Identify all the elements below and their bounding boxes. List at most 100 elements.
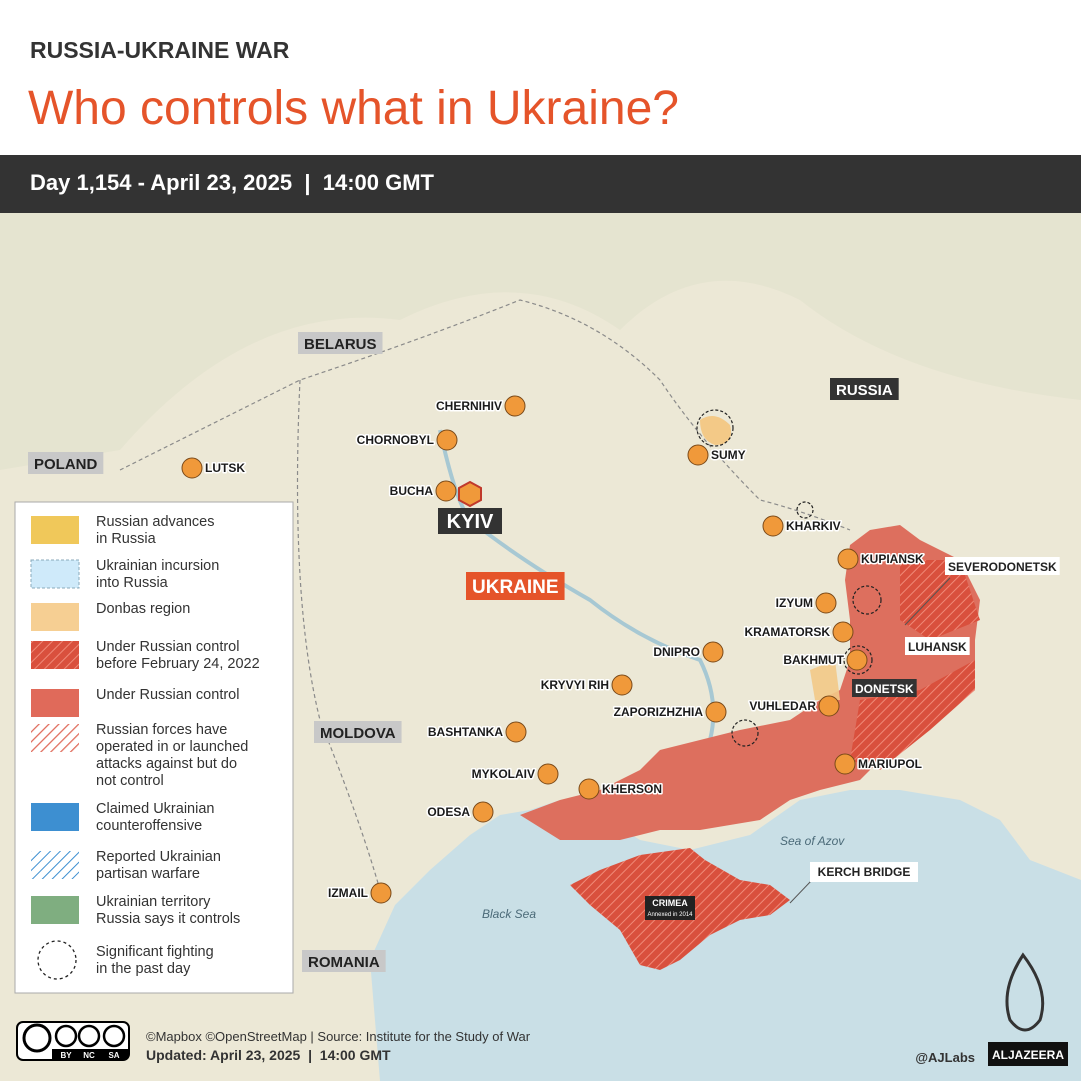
legend-label: partisan warfare — [96, 866, 200, 882]
country-tag — [466, 572, 565, 600]
country-label: POLAND — [34, 456, 98, 473]
title: Who controls what in Ukraine? — [28, 82, 679, 135]
kerch-leader — [789, 879, 813, 904]
country-labels: BELARUS RUSSIA POLAND UKRAINE MOLDOVA ROMANIA — [28, 332, 899, 972]
terrain — [0, 213, 1081, 470]
city-marker — [837, 548, 859, 570]
city-marker — [505, 721, 527, 743]
legend-swatch — [30, 559, 80, 589]
legend-label: Ukrainian incursion — [96, 558, 219, 574]
city-label: BUCHA — [390, 484, 434, 498]
credits: ©Mapbox ©OpenStreetMap | Source: Institu… — [146, 1029, 531, 1044]
sa-icon — [102, 1024, 126, 1048]
city-marker — [762, 515, 784, 537]
city-label: LUHANSK — [908, 640, 967, 654]
legend-swatch — [31, 516, 79, 544]
sea-label: Sea of Azov — [780, 834, 845, 848]
country-tag — [830, 378, 899, 400]
legend-swatch — [31, 851, 79, 879]
license: BY — [60, 1051, 72, 1060]
city-label: BASHTANKA — [428, 725, 503, 739]
city-tag — [905, 637, 970, 655]
city-marker — [815, 592, 837, 614]
legend-label: Reported Ukrainian — [96, 849, 221, 865]
city-marker — [370, 882, 392, 904]
legend-label: Russian advances — [96, 514, 215, 530]
city-marker — [832, 621, 854, 643]
date-text: Day 1,154 - April 23, 2025 | 14:00 GMT — [30, 170, 435, 195]
legend-label: counteroffensive — [96, 818, 202, 834]
city-label: BAKHMUT — [783, 653, 844, 667]
handle: @AJLabs — [915, 1050, 975, 1065]
legend-label: Donbas region — [96, 601, 190, 617]
city-label: SUMY — [711, 448, 746, 462]
legend-swatch — [31, 896, 79, 924]
country-label: RUSSIA — [836, 382, 893, 399]
city-label: CHORNOBYL — [357, 433, 434, 447]
legend-swatch — [31, 724, 79, 752]
city-label: IZMAIL — [328, 886, 368, 900]
cc-icon — [22, 1023, 52, 1053]
city-marker — [435, 480, 457, 502]
city-marker — [846, 649, 868, 671]
logo: ALJAZEERA — [992, 1048, 1064, 1062]
city-label: DNIPRO — [653, 645, 700, 659]
kerch-label: KERCH BRIDGE — [818, 865, 911, 879]
legend-label: before February 24, 2022 — [96, 656, 260, 672]
country-label: ROMANIA — [308, 954, 380, 971]
legend-label: in the past day — [96, 961, 191, 977]
country-label: BELARUS — [304, 336, 377, 353]
legend-swatch — [31, 641, 79, 669]
legend-label: Claimed Ukrainian — [96, 801, 214, 817]
city-marker — [504, 395, 526, 417]
city-label: MARIUPOL — [858, 757, 922, 771]
city-marker — [181, 457, 203, 479]
city-marker — [537, 763, 559, 785]
sea-label: Black Sea — [482, 907, 536, 921]
city-tag — [852, 679, 917, 697]
legend-label: Russian forces have — [96, 722, 227, 738]
city-marker — [578, 778, 600, 800]
legend-label: Russia says it controls — [96, 911, 240, 927]
legend-label: Significant fighting — [96, 944, 214, 960]
header-bg — [0, 0, 1081, 155]
legend-swatch — [37, 940, 77, 980]
fighting-circle — [843, 645, 873, 675]
city-marker — [472, 801, 494, 823]
city-marker — [436, 429, 458, 451]
legend-label: in Russia — [96, 531, 157, 547]
city-label: VUHLEDAR — [749, 699, 816, 713]
legend-label: Under Russian control — [96, 687, 239, 703]
country-label: MOLDOVA — [320, 725, 396, 742]
city-label: CHERNIHIV — [436, 399, 502, 413]
city-label: KHARKIV — [786, 519, 841, 533]
country-tag — [298, 332, 383, 354]
crimea-tag — [645, 896, 695, 920]
city-marker — [702, 641, 724, 663]
legend-label: into Russia — [96, 575, 169, 591]
city-label: LUTSK — [205, 461, 245, 475]
capital-tag — [438, 508, 502, 534]
city-label: MYKOLAIV — [472, 767, 535, 781]
donbas-advance — [700, 416, 731, 445]
city-label: IZYUM — [776, 596, 813, 610]
fighting-markers — [696, 409, 882, 747]
border — [119, 299, 851, 891]
crimea-note: Annexed in 2014 — [647, 912, 693, 918]
city-label: DONETSK — [855, 682, 914, 696]
city-label: ODESA — [427, 805, 470, 819]
city-label: KRYVYI RIH — [541, 678, 609, 692]
occupied-before-2022 — [850, 560, 980, 770]
crimea-label: CRIMEA — [652, 898, 688, 908]
legend-label: Ukrainian territory — [96, 894, 211, 910]
city-marker — [818, 695, 840, 717]
fighting-circle — [852, 585, 882, 615]
legend-label: attacks against but do — [96, 756, 237, 772]
city-label: KUPIANSK — [861, 552, 924, 566]
country-tag — [314, 721, 402, 743]
city-tag — [945, 557, 1060, 575]
legend-swatch — [31, 803, 79, 831]
fighting-circle — [731, 719, 759, 747]
